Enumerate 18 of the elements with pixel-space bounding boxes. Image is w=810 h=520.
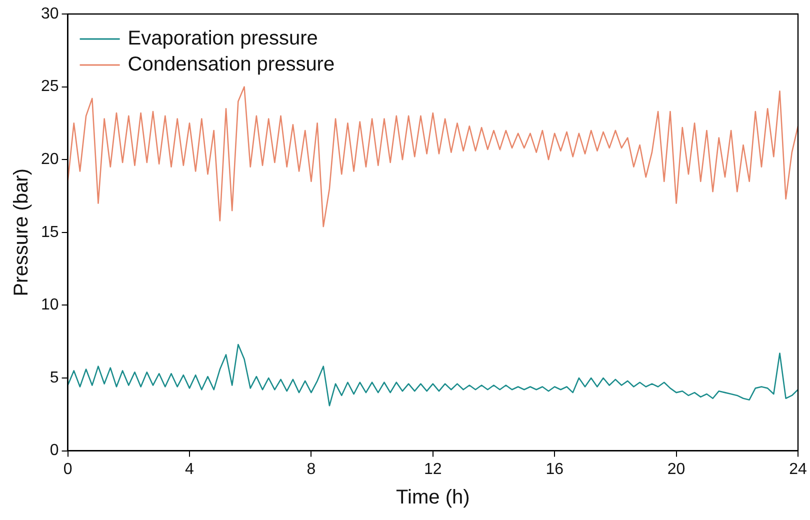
legend-label: Evaporation pressure — [128, 28, 318, 50]
x-tick-label: 20 — [667, 460, 686, 478]
x-tick-label: 4 — [185, 460, 194, 478]
x-tick-label: 0 — [63, 460, 72, 478]
y-tick-label: 5 — [50, 369, 59, 386]
y-tick-label: 10 — [41, 296, 59, 314]
y-tick-label: 20 — [41, 151, 59, 168]
y-tick-label: 0 — [50, 442, 59, 460]
y-tick-label: 15 — [41, 224, 59, 241]
x-tick-label: 8 — [306, 460, 316, 478]
legend-label: Condensation pressure — [128, 54, 335, 76]
x-tick-label: 12 — [424, 460, 442, 478]
y-axis-title: Pressure (bar) — [10, 168, 33, 296]
y-tick-label: 25 — [41, 78, 59, 96]
x-tick-label: 24 — [789, 460, 807, 478]
y-tick-label: 30 — [41, 5, 59, 22]
x-axis-title: Time (h) — [396, 486, 470, 509]
x-tick-label: 16 — [546, 460, 564, 478]
